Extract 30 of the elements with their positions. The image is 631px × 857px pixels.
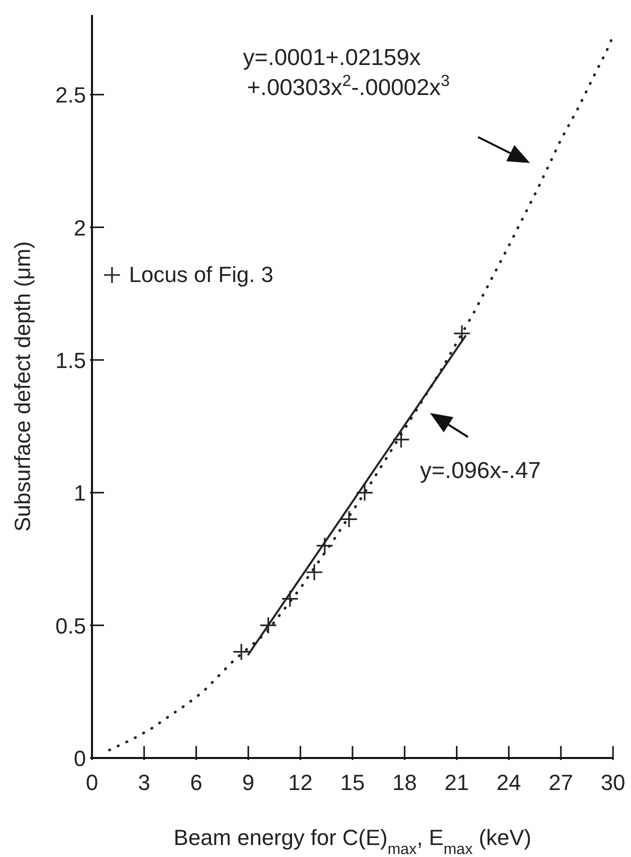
x-tick-label: 21 — [444, 770, 469, 795]
point — [356, 484, 374, 502]
point — [305, 563, 324, 582]
point — [340, 510, 358, 528]
x-tick-label: 6 — [190, 770, 202, 795]
point — [316, 536, 334, 555]
x-tick-label: 15 — [340, 770, 365, 795]
y-tick-label: 2 — [74, 215, 86, 240]
y-tick-label: 1 — [74, 480, 86, 506]
x-tick-label: 3 — [138, 770, 150, 795]
annotation: y=.0001+.02159x +.00303x$^{2}$-.00002x$^{3}$ — [243, 44, 450, 100]
x-tick-label: 24 — [496, 770, 522, 795]
x-tick-label: 30 — [600, 770, 626, 795]
x-tick-label: 18 — [392, 770, 417, 795]
y-tick-label: 0.5 — [55, 613, 86, 638]
y-axis-title: Subsurface defect depth (μm) — [10, 241, 35, 532]
point — [259, 616, 278, 634]
point — [392, 430, 410, 448]
point — [453, 324, 471, 342]
x-tick-label: 12 — [288, 770, 313, 795]
y-tick-label: 1.5 — [55, 348, 86, 373]
x-axis-title: Beam energy for C(E)$_{max}$, E$_{max}$ (keV) — [174, 825, 532, 857]
legend-label: Locus of Fig. 3 — [129, 262, 274, 288]
y-tick-label: 0 — [74, 746, 86, 771]
point — [232, 643, 250, 661]
annotation: y=.096x-.47 — [420, 457, 541, 483]
point — [281, 590, 299, 608]
x-tick-label: 27 — [548, 770, 574, 795]
x-tick-label: 9 — [242, 770, 254, 795]
y-tick-label: 2.5 — [55, 82, 86, 108]
